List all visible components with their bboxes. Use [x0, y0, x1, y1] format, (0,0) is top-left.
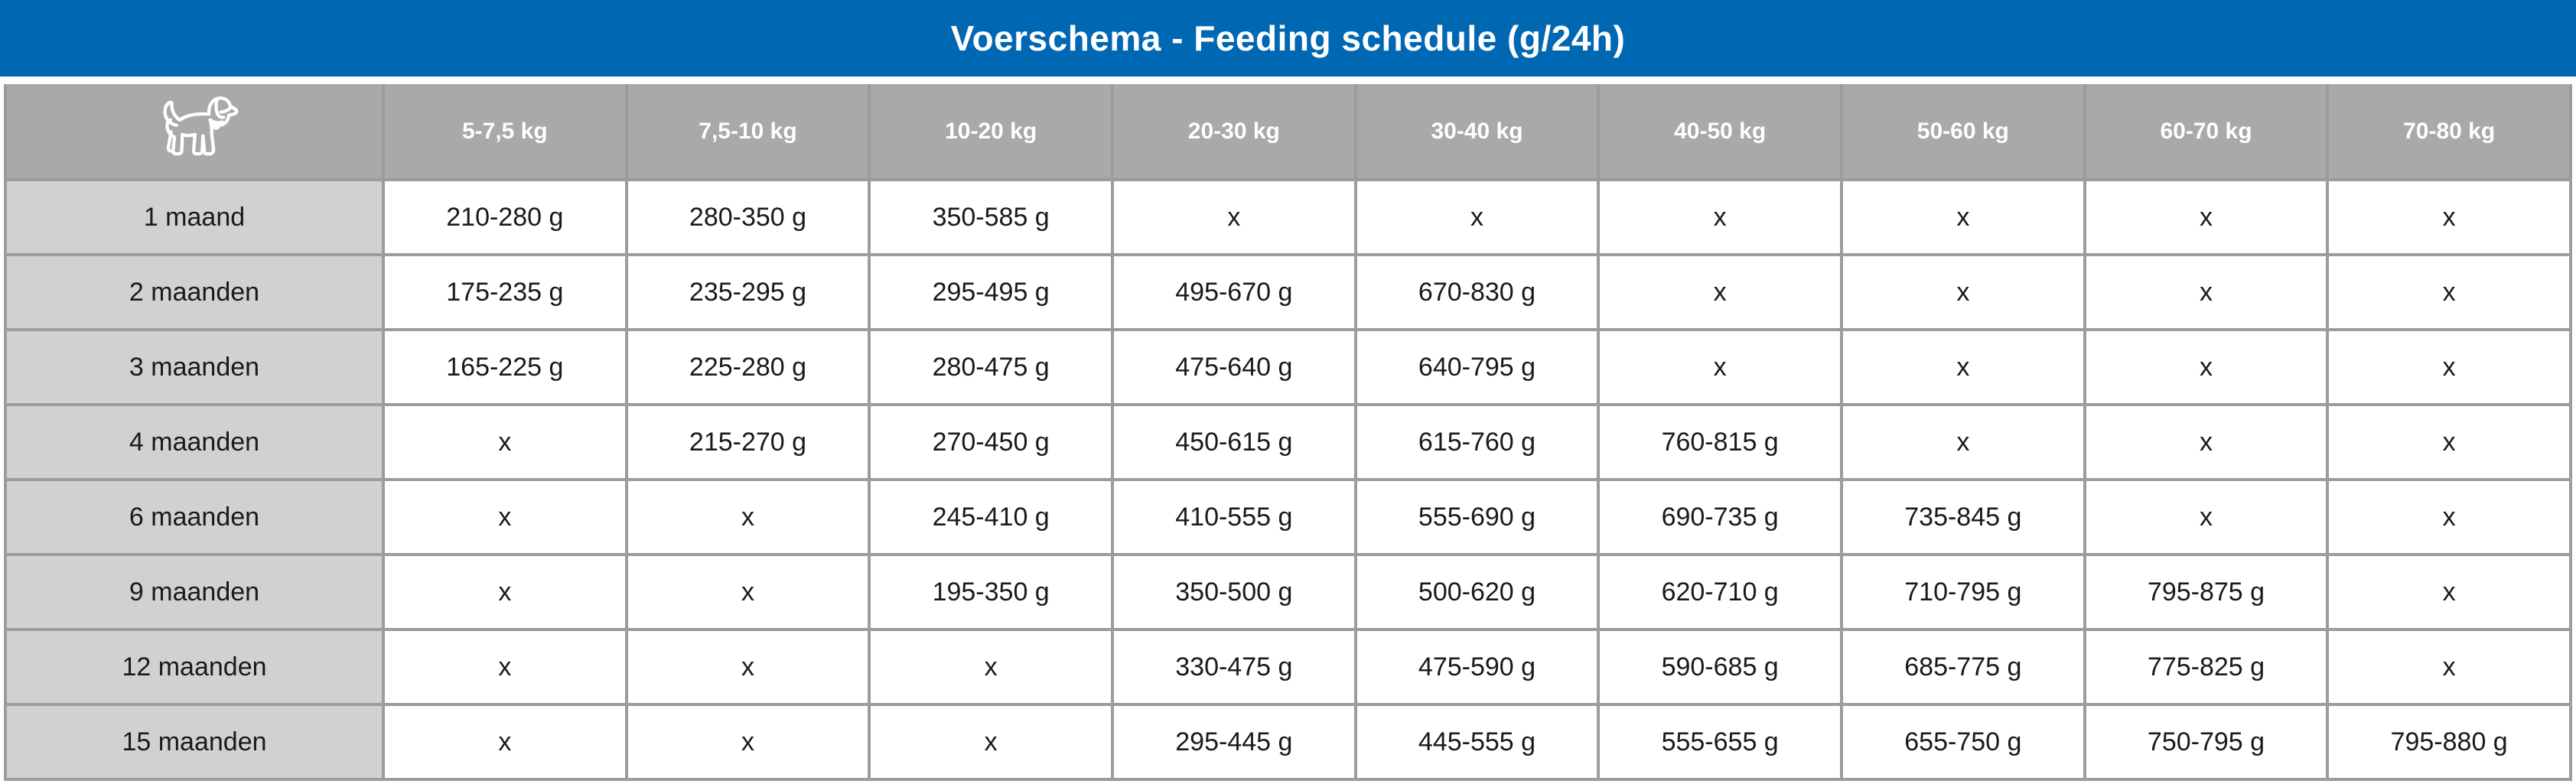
table-corner-cell [7, 84, 382, 178]
table-cell: x [1600, 181, 1840, 253]
table-cell: 450-615 g [1113, 406, 1354, 478]
table-cell: 475-640 g [1113, 331, 1354, 403]
table-cell: x [1600, 256, 1840, 328]
table-cell: x [385, 406, 625, 478]
table-cell: x [385, 631, 625, 703]
table-cell: 350-500 g [1113, 556, 1354, 628]
table-cell: x [871, 706, 1111, 778]
table-cell: 500-620 g [1356, 556, 1597, 628]
table-cell: 475-590 g [1356, 631, 1597, 703]
table-cell: 270-450 g [871, 406, 1111, 478]
table-cell: x [1842, 406, 2083, 478]
page-title: Voerschema - Feeding schedule (g/24h) [950, 18, 1626, 58]
column-header: 50-60 kg [1842, 84, 2083, 178]
row-label: 2 maanden [7, 256, 382, 328]
table-cell: x [2329, 406, 2569, 478]
column-header: 30-40 kg [1356, 84, 1597, 178]
table-cell: 710-795 g [1842, 556, 2083, 628]
table-cell: x [2329, 331, 2569, 403]
table-cell: 280-350 g [627, 181, 868, 253]
title-divider [0, 76, 2576, 84]
row-label: 4 maanden [7, 406, 382, 478]
table-cell: 795-880 g [2329, 706, 2569, 778]
table-cell: 750-795 g [2086, 706, 2327, 778]
table-cell: x [2329, 631, 2569, 703]
column-header: 70-80 kg [2329, 84, 2569, 178]
table-cell: 655-750 g [1842, 706, 2083, 778]
row-label: 9 maanden [7, 556, 382, 628]
table-cell: 555-690 g [1356, 481, 1597, 553]
table-cell: x [385, 556, 625, 628]
column-header: 40-50 kg [1600, 84, 1840, 178]
table-cell: 225-280 g [627, 331, 868, 403]
table-cell: x [2329, 256, 2569, 328]
table-cell: x [2086, 481, 2327, 553]
table-cell: x [1842, 256, 2083, 328]
table-cell: x [871, 631, 1111, 703]
column-header: 10-20 kg [871, 84, 1111, 178]
column-header: 60-70 kg [2086, 84, 2327, 178]
table-cell: 555-655 g [1600, 706, 1840, 778]
table-cell: x [1842, 331, 2083, 403]
table-cell: x [2329, 556, 2569, 628]
table-cell: 620-710 g [1600, 556, 1840, 628]
table-cell: x [627, 631, 868, 703]
table-cell: x [385, 706, 625, 778]
table-cell: 210-280 g [385, 181, 625, 253]
table-cell: 670-830 g [1356, 256, 1597, 328]
table-cell: x [2086, 406, 2327, 478]
table-cell: 775-825 g [2086, 631, 2327, 703]
table-cell: 280-475 g [871, 331, 1111, 403]
table-cell: 760-815 g [1600, 406, 1840, 478]
table-cell: 330-475 g [1113, 631, 1354, 703]
dog-icon [145, 91, 244, 172]
table-cell: x [2329, 181, 2569, 253]
table-cell: 235-295 g [627, 256, 868, 328]
table-cell: 295-495 g [871, 256, 1111, 328]
row-label: 12 maanden [7, 631, 382, 703]
row-label: 15 maanden [7, 706, 382, 778]
column-header: 7,5-10 kg [627, 84, 868, 178]
table-cell: 590-685 g [1600, 631, 1840, 703]
table-cell: 215-270 g [627, 406, 868, 478]
table-cell: 165-225 g [385, 331, 625, 403]
table-cell: 495-670 g [1113, 256, 1354, 328]
feeding-table: 5-7,5 kg 7,5-10 kg 10-20 kg 20-30 kg 30-40 k… [4, 84, 2572, 781]
row-label: 1 maand [7, 181, 382, 253]
title-bar: Voerschema - Feeding schedule (g/24h) [0, 0, 2576, 76]
row-label: 3 maanden [7, 331, 382, 403]
table-cell: x [385, 481, 625, 553]
table-cell: x [1842, 181, 2083, 253]
table-cell: x [2086, 181, 2327, 253]
table-cell: x [627, 481, 868, 553]
table-cell: x [2086, 256, 2327, 328]
column-header: 20-30 kg [1113, 84, 1354, 178]
column-header: 5-7,5 kg [385, 84, 625, 178]
table-cell: 640-795 g [1356, 331, 1597, 403]
table-cell: 175-235 g [385, 256, 625, 328]
table-cell: 350-585 g [871, 181, 1111, 253]
table-cell: 795-875 g [2086, 556, 2327, 628]
table-cell: 615-760 g [1356, 406, 1597, 478]
table-cell: 735-845 g [1842, 481, 2083, 553]
table-cell: x [2329, 481, 2569, 553]
table-cell: 685-775 g [1842, 631, 2083, 703]
table-cell: 195-350 g [871, 556, 1111, 628]
table-cell: 295-445 g [1113, 706, 1354, 778]
table-cell: x [1113, 181, 1354, 253]
table-cell: 245-410 g [871, 481, 1111, 553]
table-cell: x [627, 556, 868, 628]
table-cell: 410-555 g [1113, 481, 1354, 553]
table-cell: x [627, 706, 868, 778]
table-cell: x [1600, 331, 1840, 403]
table-cell: x [1356, 181, 1597, 253]
table-cell: 690-735 g [1600, 481, 1840, 553]
table-cell: x [2086, 331, 2327, 403]
row-label: 6 maanden [7, 481, 382, 553]
table-cell: 445-555 g [1356, 706, 1597, 778]
